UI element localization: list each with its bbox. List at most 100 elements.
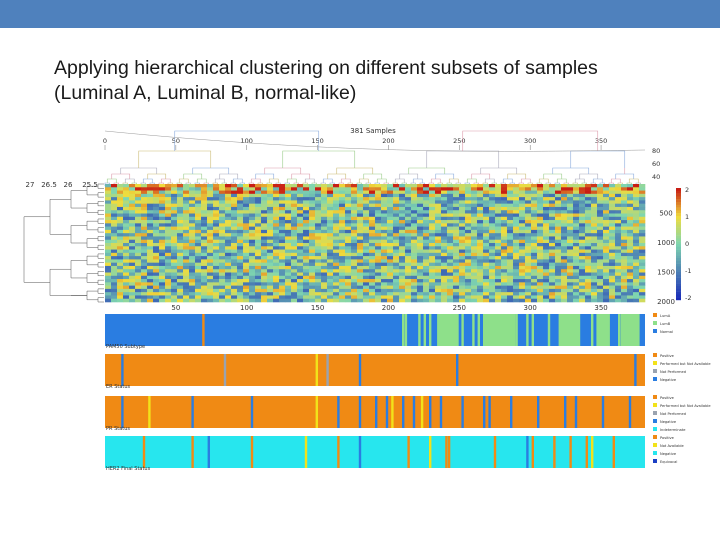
colorbar-segment bbox=[676, 294, 681, 298]
colorbar-segment bbox=[676, 224, 681, 228]
colorbar-segment bbox=[676, 260, 681, 264]
heatmap-cell bbox=[309, 252, 316, 257]
heatmap-cell bbox=[615, 213, 622, 218]
heatmap-cell bbox=[327, 203, 334, 208]
heatmap-cell bbox=[597, 249, 604, 254]
legend-swatch bbox=[653, 361, 657, 365]
heatmap-cell bbox=[141, 279, 148, 283]
heatmap-cell bbox=[429, 252, 436, 257]
heatmap-cell bbox=[429, 288, 436, 293]
heatmap-cell bbox=[291, 223, 298, 227]
heatmap-cell bbox=[621, 249, 628, 254]
heatmap-cell bbox=[231, 190, 238, 195]
heatmap-cell bbox=[417, 249, 424, 254]
heatmap-cell bbox=[591, 229, 598, 234]
heatmap-cell bbox=[249, 223, 256, 227]
heatmap-cell bbox=[243, 200, 250, 204]
heatmap-cell bbox=[537, 282, 544, 286]
heatmap-cell bbox=[591, 295, 598, 300]
heatmap-cell bbox=[141, 262, 148, 267]
heatmap-cell bbox=[297, 200, 304, 204]
heatmap-cell bbox=[585, 246, 592, 250]
heatmap-cell bbox=[141, 252, 148, 257]
heatmap-cell bbox=[615, 220, 622, 224]
heatmap-cell bbox=[585, 193, 592, 198]
heatmap-cell bbox=[573, 265, 580, 270]
heatmap-cell bbox=[375, 269, 382, 273]
heatmap-cell bbox=[171, 203, 178, 208]
heatmap-cell bbox=[387, 226, 394, 231]
heatmap-cell bbox=[591, 233, 598, 237]
heatmap-cell bbox=[537, 206, 544, 211]
heatmap-cell bbox=[465, 210, 472, 214]
heatmap-cell bbox=[393, 243, 400, 247]
heatmap-cell bbox=[543, 269, 550, 273]
heatmap-cell bbox=[441, 265, 448, 270]
heatmap-cell bbox=[387, 220, 394, 224]
heatmap-cell bbox=[633, 193, 640, 198]
heatmap-cell bbox=[387, 223, 394, 227]
heatmap-cell bbox=[561, 256, 568, 260]
heatmap-cell bbox=[525, 229, 532, 234]
heatmap-cell bbox=[561, 226, 568, 231]
heatmap-cell bbox=[333, 187, 340, 191]
heatmap-cell bbox=[459, 233, 466, 237]
heatmap-cell bbox=[471, 200, 478, 204]
heatmap-cell bbox=[159, 298, 166, 303]
heatmap-cell bbox=[129, 275, 136, 280]
heatmap-cell bbox=[543, 233, 550, 237]
heatmap-cell bbox=[345, 269, 352, 273]
heatmap-cell bbox=[501, 249, 508, 254]
heatmap-cell bbox=[627, 292, 634, 296]
heatmap-cell bbox=[261, 216, 268, 221]
heatmap-cell bbox=[129, 226, 136, 231]
track-stripe bbox=[585, 436, 588, 468]
heatmap-cell bbox=[519, 243, 526, 247]
heatmap-cell bbox=[591, 272, 598, 277]
heatmap-cell bbox=[303, 243, 310, 247]
heatmap-cell bbox=[639, 203, 646, 208]
heatmap-cell bbox=[507, 220, 514, 224]
heatmap-cell bbox=[357, 239, 364, 244]
heatmap-cell bbox=[417, 239, 424, 244]
heatmap-cell bbox=[525, 246, 532, 250]
heatmap-cell bbox=[195, 213, 202, 218]
heatmap-cell bbox=[177, 288, 184, 293]
heatmap-cell bbox=[285, 187, 292, 191]
heatmap-cell bbox=[537, 190, 544, 195]
heatmap-cell bbox=[507, 206, 514, 211]
heatmap-cell bbox=[603, 223, 610, 227]
heatmap-cell bbox=[117, 282, 124, 286]
height-axis-tick-label: 26 bbox=[64, 181, 73, 189]
heatmap-cell bbox=[303, 295, 310, 300]
heatmap-cell bbox=[375, 239, 382, 244]
heatmap-cell bbox=[519, 285, 526, 290]
heatmap-cell bbox=[345, 298, 352, 303]
heatmap-cell bbox=[567, 269, 574, 273]
heatmap-cell bbox=[597, 275, 604, 280]
heatmap-cell bbox=[219, 193, 226, 198]
heatmap-cell bbox=[315, 269, 322, 273]
heatmap-cell bbox=[219, 269, 226, 273]
heatmap-cell bbox=[573, 292, 580, 296]
heatmap-cell bbox=[555, 288, 562, 293]
heatmap-cell bbox=[519, 288, 526, 293]
colorbar-segment bbox=[676, 249, 681, 253]
heatmap-cell bbox=[453, 187, 460, 191]
heatmap-cell bbox=[555, 298, 562, 303]
heatmap-cell bbox=[513, 190, 520, 195]
heatmap-cell bbox=[321, 292, 328, 296]
heatmap-cell bbox=[117, 285, 124, 290]
heatmap-cell bbox=[219, 265, 226, 270]
heatmap-cell bbox=[549, 210, 556, 214]
top-dendrogram-branch bbox=[214, 178, 225, 183]
top-dendrogram-root bbox=[104, 130, 646, 152]
heatmap-cell bbox=[267, 187, 274, 191]
heatmap-cell bbox=[297, 275, 304, 280]
heatmap-cell bbox=[363, 197, 370, 201]
heatmap-cell bbox=[363, 246, 370, 250]
heatmap-cell bbox=[237, 236, 244, 241]
heatmap-cell bbox=[459, 265, 466, 270]
heatmap-cell bbox=[381, 233, 388, 237]
heatmap-cell bbox=[315, 206, 322, 211]
